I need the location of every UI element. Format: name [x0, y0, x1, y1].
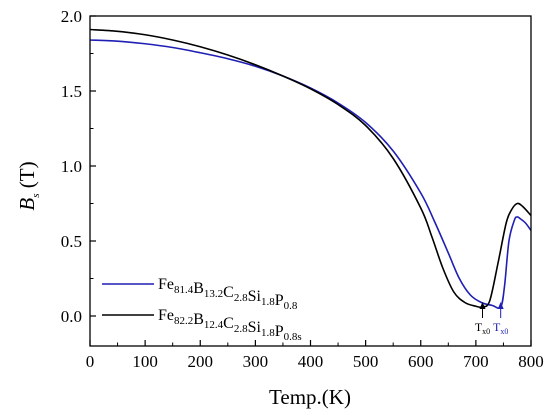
y-axis-title-unit: (T)	[15, 161, 39, 193]
annotations: Tx0 Tx0	[475, 302, 508, 336]
x-tick-label: 0	[86, 352, 95, 371]
y-tick-label: 2.0	[61, 7, 82, 26]
y-tick-label: 0.5	[61, 232, 82, 251]
x-tick-label: 700	[463, 352, 489, 371]
series-line-1	[89, 39, 532, 310]
y-tick-label: 0.0	[61, 307, 82, 326]
y-axis-title-subscript: s	[30, 193, 42, 197]
annotation-arrowhead-1	[479, 302, 486, 309]
tick-labels: 0 100 200 300 400 500 600 700 800 0.0 0.5 1.0 1.5 2.0	[61, 7, 544, 371]
x-tick-label: 200	[188, 352, 214, 371]
y-axis-title: Bs (T)	[15, 161, 42, 210]
annotation-arrowhead-2	[497, 302, 504, 309]
annotation-label-1: Tx0	[475, 320, 490, 336]
x-tick-label: 400	[298, 352, 324, 371]
y-tick-label: 1.0	[61, 157, 82, 176]
x-tick-label: 300	[243, 352, 269, 371]
axis-ticks	[89, 15, 532, 346]
annotation-label-2: Tx0	[493, 320, 508, 336]
legend-label-2: Fe82.2B12.4C2.8Si1.8P0.8s	[158, 307, 302, 343]
legend-label-1: Fe81.4B13.2C2.8Si1.8P0.8	[158, 276, 298, 312]
x-tick-label: 500	[353, 352, 379, 371]
legend: Fe81.4B13.2C2.8Si1.8P0.8Fe82.2B12.4C2.8S…	[102, 276, 302, 343]
y-axis-title-symbol: B	[15, 198, 39, 211]
x-tick-label: 800	[518, 352, 544, 371]
plot-frame	[89, 15, 532, 347]
x-axis-title: Temp.(K)	[269, 385, 351, 409]
x-tick-label: 600	[408, 352, 434, 371]
x-tick-label: 100	[132, 352, 158, 371]
y-tick-label: 1.5	[61, 82, 82, 101]
plot-lines	[89, 28, 532, 310]
series-line-2	[89, 28, 532, 309]
